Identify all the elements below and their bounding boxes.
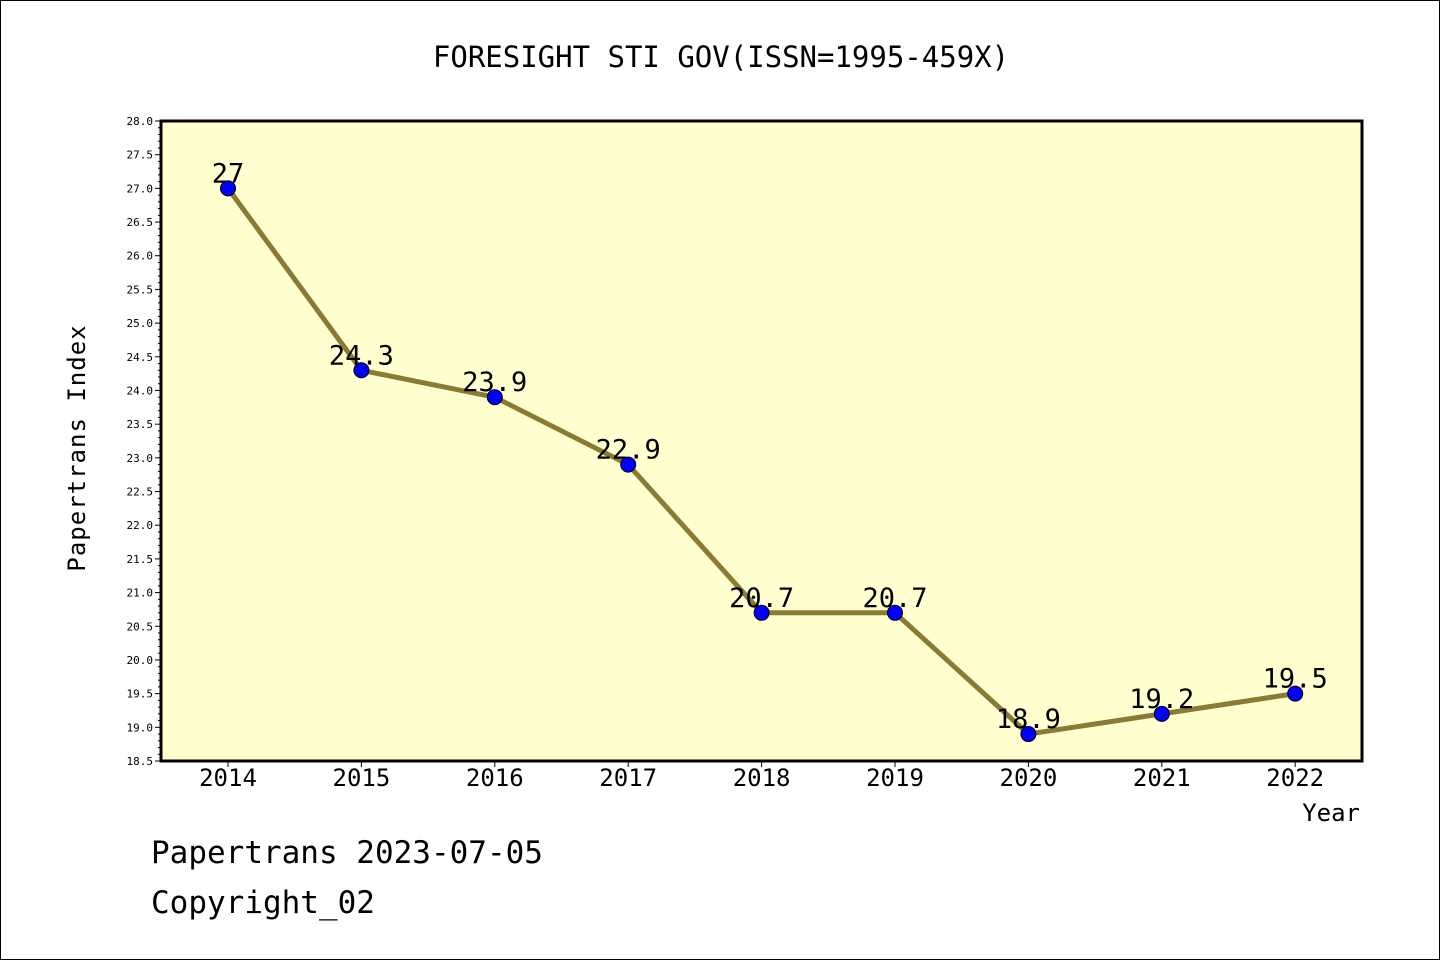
- data-label: 20.7: [729, 583, 794, 614]
- data-label: 22.9: [596, 435, 661, 466]
- x-axis-label: Year: [1302, 799, 1360, 827]
- y-tick-label: 26.5: [127, 216, 154, 229]
- x-tick-label: 2019: [866, 764, 924, 792]
- x-tick-label: 2022: [1266, 764, 1324, 792]
- y-tick-label: 26.0: [127, 250, 154, 263]
- y-tick-label: 19.0: [127, 721, 154, 734]
- plot-area: [159, 119, 1364, 763]
- y-tick-label: 25.0: [127, 317, 154, 330]
- y-tick-label: 20.0: [127, 654, 154, 667]
- y-tick-label: 27.0: [127, 182, 154, 195]
- data-point: [220, 180, 236, 197]
- data-label: 20.7: [862, 583, 927, 614]
- data-label: 24.3: [329, 340, 394, 371]
- data-label: 19.5: [1263, 664, 1328, 695]
- data-point: [353, 362, 370, 379]
- x-tick-label: 2017: [599, 764, 657, 792]
- y-axis-label: Papertrans Index: [63, 324, 91, 571]
- chart-title: FORESIGHT STI GOV(ISSN=1995-459X): [433, 40, 1009, 74]
- y-tick-label: 22.5: [127, 486, 154, 499]
- y-tick-label: 23.0: [127, 452, 154, 465]
- x-tick-label: 2021: [1133, 764, 1191, 792]
- y-tick-label: 25.5: [127, 283, 154, 296]
- footer-copyright: Copyright_02: [151, 885, 375, 921]
- x-tick-label: 2016: [466, 764, 524, 792]
- data-label: 23.9: [462, 367, 527, 398]
- y-tick-label: 24.0: [127, 384, 154, 397]
- y-tick-label: 21.5: [127, 553, 154, 566]
- x-tick-label: 2015: [333, 764, 391, 792]
- y-tick-label: 18.5: [127, 755, 154, 768]
- x-tick-label: 2018: [733, 764, 791, 792]
- data-label: 18.9: [996, 704, 1061, 735]
- data-point: [1287, 685, 1304, 702]
- x-tick-label: 2020: [1000, 764, 1058, 792]
- y-tick-label: 19.5: [127, 688, 154, 701]
- y-tick-label: 21.0: [127, 587, 154, 600]
- y-tick-label: 24.5: [127, 351, 154, 364]
- data-point: [887, 604, 903, 621]
- data-point: [1020, 726, 1037, 743]
- y-tick-label: 27.5: [127, 149, 154, 162]
- y-axis-ticks: 18.5 19.0 19.5 20.0 20.5 21.0 21.5 22.0 22.5 23.0…: [127, 115, 161, 768]
- y-tick-label: 22.0: [127, 519, 154, 532]
- data-label: 27: [212, 158, 245, 189]
- x-axis-ticks: 2014 2015 2016 2017 2018 2019 2020 2021 2022: [199, 761, 1324, 792]
- data-points: [220, 180, 1304, 743]
- footer-source: Papertrans 2023-07-05: [151, 835, 543, 871]
- data-label: 19.2: [1129, 684, 1194, 715]
- data-point: [486, 389, 503, 406]
- x-tick-label: 2014: [199, 764, 257, 792]
- data-point: [753, 604, 770, 621]
- y-tick-label: 28.0: [127, 115, 154, 128]
- data-point: [620, 456, 637, 473]
- y-tick-label: 23.5: [127, 418, 154, 431]
- data-labels: 27 24.3 23.9 22.9 20.7 20.7 18.9 19.2 19.5: [212, 158, 1328, 735]
- y-tick-label: 20.5: [127, 620, 154, 633]
- data-point: [1153, 705, 1170, 722]
